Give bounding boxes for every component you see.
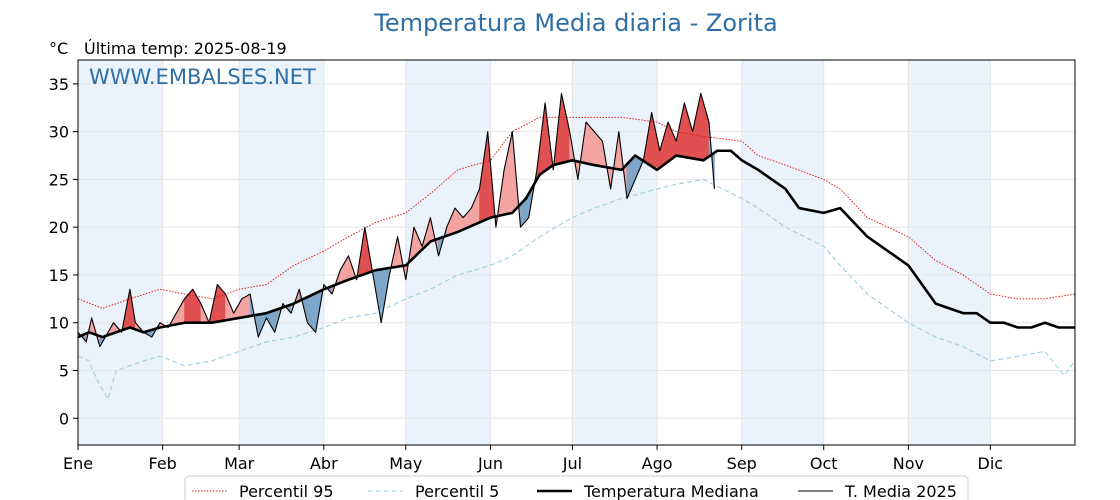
last-temp-label: Última temp: 2025-08-19: [84, 39, 287, 58]
month-band: [78, 60, 163, 445]
x-tick-label: Jun: [477, 454, 503, 473]
x-tick-label: Abr: [310, 454, 338, 473]
watermark: WWW.EMBALSES.NET: [89, 65, 316, 89]
x-tick-label: Oct: [810, 454, 838, 473]
x-tick-label: Ago: [642, 454, 673, 473]
y-tick-label: 10: [49, 314, 69, 333]
series-line-temperatura-mediana: [77, 149, 1075, 339]
x-axis-ticks: Ene Feb Mar Abr May Jun Jul Ago Sep Oct Nov Dic: [63, 445, 1003, 473]
chart-title: Temperatura Media diaria - Zorita: [373, 9, 777, 37]
x-tick-label: Mar: [224, 454, 255, 473]
y-tick-label: 20: [49, 218, 69, 237]
legend-label: T. Media 2025: [844, 482, 957, 500]
series-lines: [77, 92, 1076, 400]
month-band: [239, 60, 324, 445]
series-line-t-media-2025: [77, 92, 715, 348]
x-tick-label: Ene: [63, 454, 93, 473]
series-line-percentil-5: [77, 178, 1076, 400]
series-line-percentil-95: [77, 116, 1076, 309]
grid-lines: [77, 60, 1075, 445]
x-tick-label: Nov: [893, 454, 924, 473]
y-tick-label: 30: [49, 123, 69, 142]
unit-label: °C: [49, 39, 68, 58]
y-axis-ticks: 0 5 10 15 20 25 30 35: [49, 75, 78, 428]
legend-label: Percentil 95: [239, 482, 334, 500]
above-median-fill: [684, 102, 693, 159]
x-tick-label: Sep: [727, 454, 757, 473]
legend-label: Percentil 5: [415, 482, 499, 500]
above-median-fill: [192, 288, 202, 324]
x-tick-label: May: [389, 454, 422, 473]
x-tick-label: Feb: [149, 454, 177, 473]
month-band: [908, 60, 991, 445]
legend: Percentil 95 Percentil 5 Temperatura Media…: [184, 475, 969, 500]
plot-frame: [77, 59, 1076, 446]
above-median-fill: [503, 131, 513, 216]
above-median-fill: [700, 93, 710, 161]
y-tick-label: 5: [59, 361, 69, 380]
x-tick-label: Jul: [562, 454, 582, 473]
legend-label: Temperatura Mediana: [583, 482, 759, 500]
legend-box: [184, 475, 969, 500]
y-tick-label: 25: [49, 170, 69, 189]
plot-background: [78, 60, 991, 445]
y-tick-label: 0: [59, 409, 69, 428]
month-band: [741, 60, 824, 445]
x-tick-label: Dic: [978, 454, 1004, 473]
y-tick-label: 35: [49, 75, 69, 94]
y-tick-label: 15: [49, 266, 69, 285]
